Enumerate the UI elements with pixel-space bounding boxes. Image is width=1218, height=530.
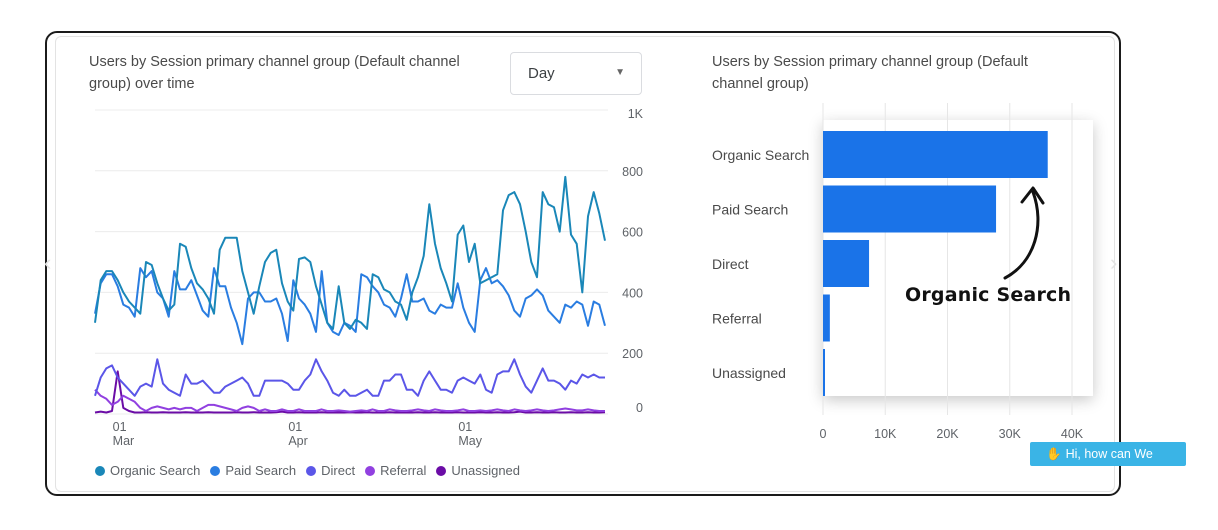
x-tick-day: 01 — [288, 420, 302, 434]
annotation-label: Organic Search — [905, 284, 1072, 306]
x-tick-label: 10K — [874, 427, 897, 441]
chevron-right-icon[interactable]: › — [1110, 250, 1118, 275]
legend-dot-icon — [306, 465, 317, 476]
granularity-value: Day — [528, 65, 555, 82]
series-line-organic-search — [94, 175, 606, 330]
legend-label: Organic Search — [110, 463, 201, 478]
x-tick-day: 01 — [458, 420, 472, 434]
bar-organic-search — [823, 131, 1048, 178]
legend-label: Direct — [321, 463, 356, 478]
y-tick-label: 200 — [622, 347, 643, 361]
bar-unassigned — [823, 349, 825, 396]
y-tick-label: 1K — [628, 107, 644, 121]
bar-direct — [823, 240, 870, 287]
line-chart-legend: Organic Search Paid Search Direct Referral U… — [95, 463, 520, 478]
bar-paid-search — [823, 185, 997, 233]
bar-chart-title: Users by Session primary channel group (… — [712, 54, 1028, 92]
arrowhead-icon — [1020, 186, 1045, 205]
legend-dot-icon — [436, 465, 447, 476]
x-tick-day: 01 — [113, 420, 127, 434]
line-chart-title: Users by Session primary channel group (… — [89, 54, 460, 92]
series-line-paid-search — [94, 267, 606, 346]
legend-item[interactable]: Unassigned — [436, 463, 520, 478]
legend-label: Paid Search — [225, 463, 297, 478]
legend-item[interactable]: Paid Search — [210, 463, 296, 478]
legend-item[interactable]: Direct — [306, 463, 355, 478]
category-label: Paid Search — [712, 202, 788, 218]
chat-widget-label: Hi, how can We help? — [1030, 447, 1153, 485]
y-tick-label: 0 — [636, 401, 643, 415]
granularity-dropdown[interactable]: Day ▼ — [510, 52, 642, 95]
legend-dot-icon — [365, 465, 376, 476]
category-label: Unassigned — [712, 365, 786, 381]
legend-item[interactable]: Referral — [365, 463, 426, 478]
legend-item[interactable]: Organic Search — [95, 463, 200, 478]
x-tick-month: May — [458, 434, 482, 448]
x-tick-label: 0 — [820, 427, 827, 441]
x-tick-label: 20K — [936, 427, 959, 441]
category-label: Referral — [712, 311, 762, 327]
y-tick-label: 400 — [622, 286, 643, 300]
annotation-arrow-icon — [1003, 190, 1040, 280]
x-tick-month: Mar — [113, 434, 135, 448]
legend-dot-icon — [95, 465, 105, 476]
series-line-direct — [94, 358, 605, 397]
y-tick-label: 600 — [622, 226, 643, 240]
waving-hand-icon: ✋ — [1046, 447, 1062, 461]
category-label: Organic Search — [712, 147, 809, 163]
caret-down-icon: ▼ — [615, 67, 625, 78]
bar-referral — [823, 294, 830, 342]
x-tick-label: 30K — [999, 427, 1022, 441]
legend-label: Referral — [380, 463, 427, 478]
legend-label: Unassigned — [451, 463, 521, 478]
report-card — [55, 36, 1115, 492]
chevron-left-icon[interactable]: ‹ — [44, 250, 52, 275]
x-tick-label: 40K — [1061, 427, 1084, 441]
outer-frame — [45, 31, 1121, 496]
series-line-referral — [94, 389, 605, 413]
category-label: Direct — [712, 256, 749, 272]
chat-widget-button[interactable]: ✋ Hi, how can We help? — [1030, 442, 1186, 485]
x-tick-month: Apr — [288, 434, 307, 448]
legend-dot-icon — [210, 465, 221, 476]
y-tick-label: 800 — [622, 165, 643, 179]
